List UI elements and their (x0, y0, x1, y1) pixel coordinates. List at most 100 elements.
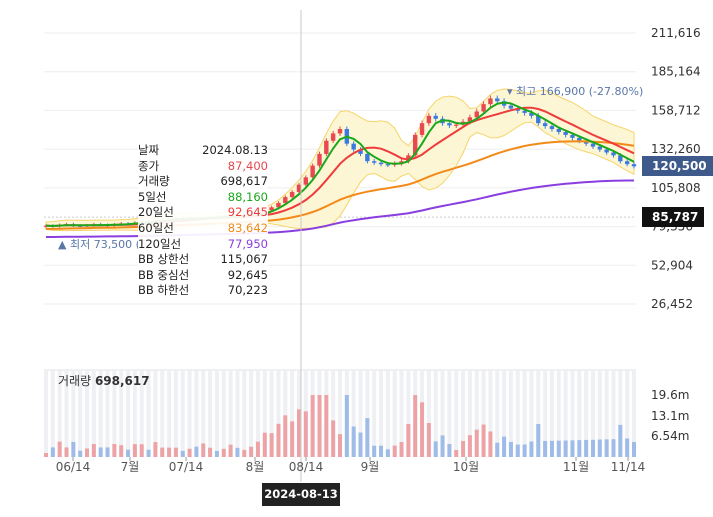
tooltip-row: 60일선 83,642 (138, 221, 268, 237)
time-tick-label: 11/14 (611, 460, 646, 474)
volume-bg-bar (214, 370, 219, 457)
volume-bg-bar (365, 370, 370, 457)
candle-body (604, 149, 609, 153)
volume-bar (358, 432, 363, 457)
volume-bg-bar (132, 370, 137, 457)
candle-body (570, 134, 575, 138)
tooltip-value: 92,645 (227, 267, 268, 282)
candle-body (330, 133, 336, 141)
volume-bar (577, 440, 582, 457)
volume-bar (71, 441, 76, 457)
candle-body (522, 110, 527, 113)
candle-body (365, 153, 370, 162)
volume-bg-bar (119, 370, 124, 457)
volume-bg-bar (474, 370, 479, 457)
volume-bar (221, 448, 226, 457)
volume-bar (413, 395, 418, 457)
volume-bar (167, 447, 172, 457)
volume-bg-bar (338, 370, 342, 457)
candle-body (426, 115, 432, 124)
volume-bg-bar (105, 370, 110, 457)
volume-bar (296, 409, 301, 457)
volume-bar (584, 439, 589, 457)
volume-bar (57, 441, 62, 457)
volume-bg-bar (167, 370, 172, 457)
volume-bar (597, 439, 602, 457)
volume-bg-bar (112, 370, 117, 457)
volume-bar (420, 402, 425, 457)
volume-label-value: 698,617 (94, 374, 150, 388)
time-tick-label: 8월 (246, 460, 265, 474)
candle-body (529, 112, 534, 116)
volume-bg-bar (625, 370, 630, 457)
volume-bg-bar (549, 370, 554, 457)
volume-bar (549, 440, 554, 457)
volume-bar (331, 420, 336, 457)
volume-bg-bar (64, 370, 69, 457)
volume-bg-bar (570, 370, 575, 457)
candle-body (419, 123, 425, 135)
volume-bar (160, 447, 165, 457)
price-tick-label: 158,712 (651, 103, 701, 117)
volume-bar (563, 440, 568, 457)
volume-bg-bar (618, 370, 623, 457)
volume-bar (399, 441, 404, 457)
volume-bg-bar (194, 370, 199, 457)
price-tick-label: 185,164 (651, 65, 701, 79)
volume-bg-bar (153, 370, 158, 457)
tooltip-value: 698,617 (220, 174, 268, 189)
volume-bg-bar (44, 370, 48, 457)
candle-body (337, 129, 343, 134)
volume-bg-bar (590, 370, 595, 457)
candle-body (631, 164, 637, 167)
candle-body (624, 161, 630, 165)
volume-bg-bar (508, 370, 513, 457)
volume-bg-bar (276, 370, 281, 457)
volume-bg-bar (235, 370, 240, 457)
candle-body (563, 131, 568, 135)
volume-bar (64, 447, 69, 457)
tooltip-label: 종가 (138, 158, 160, 173)
volume-bg-bar (611, 370, 616, 457)
volume-bg-bar (515, 370, 520, 457)
volume-bg-bar (290, 370, 295, 457)
tooltip-row: 종가 87,400 (138, 159, 268, 175)
candle-body (276, 202, 281, 208)
volume-bg-bar (604, 370, 609, 457)
volume-bg-bar (139, 370, 144, 457)
volume-bar (242, 449, 247, 457)
volume-bg-bar (249, 370, 254, 457)
candle-body (371, 161, 377, 163)
tooltip-row: 120일선 77,950 (138, 237, 268, 253)
tooltip-label: 120일선 (138, 236, 182, 251)
volume-bar (461, 440, 466, 457)
crosshair-tooltip: 날짜 2024.08.13 종가 87,400 거래량 698,617 5일선 88,160 2… (138, 143, 268, 299)
volume-bar (262, 432, 267, 457)
volume-bar (604, 439, 609, 457)
candle-body (495, 98, 500, 102)
candle-body (577, 137, 582, 141)
volume-bar (625, 438, 630, 457)
volume-bar (495, 442, 500, 457)
volume-bg-bar (228, 370, 233, 457)
volume-bg-bar (488, 370, 493, 457)
volume-bg-bar (529, 370, 534, 457)
volume-bar (214, 450, 219, 457)
volume-bar (146, 449, 151, 457)
volume-bar (529, 441, 534, 457)
volume-bar (426, 423, 431, 457)
volume-bg-bar (584, 370, 589, 457)
volume-bar (235, 447, 240, 457)
time-tick-label: 07/14 (169, 460, 204, 474)
volume-bg-bar (522, 370, 527, 457)
candle-body (413, 134, 418, 156)
volume-bg-bar (269, 370, 274, 457)
tooltip-row: BB 중심선 92,645 (138, 268, 268, 284)
volume-bar (590, 439, 595, 457)
volume-bar (508, 441, 513, 457)
tooltip-row: BB 상한선 115,067 (138, 252, 268, 268)
tooltip-label: 60일선 (138, 220, 174, 235)
volume-bar (180, 450, 185, 457)
candle-body (508, 105, 514, 109)
